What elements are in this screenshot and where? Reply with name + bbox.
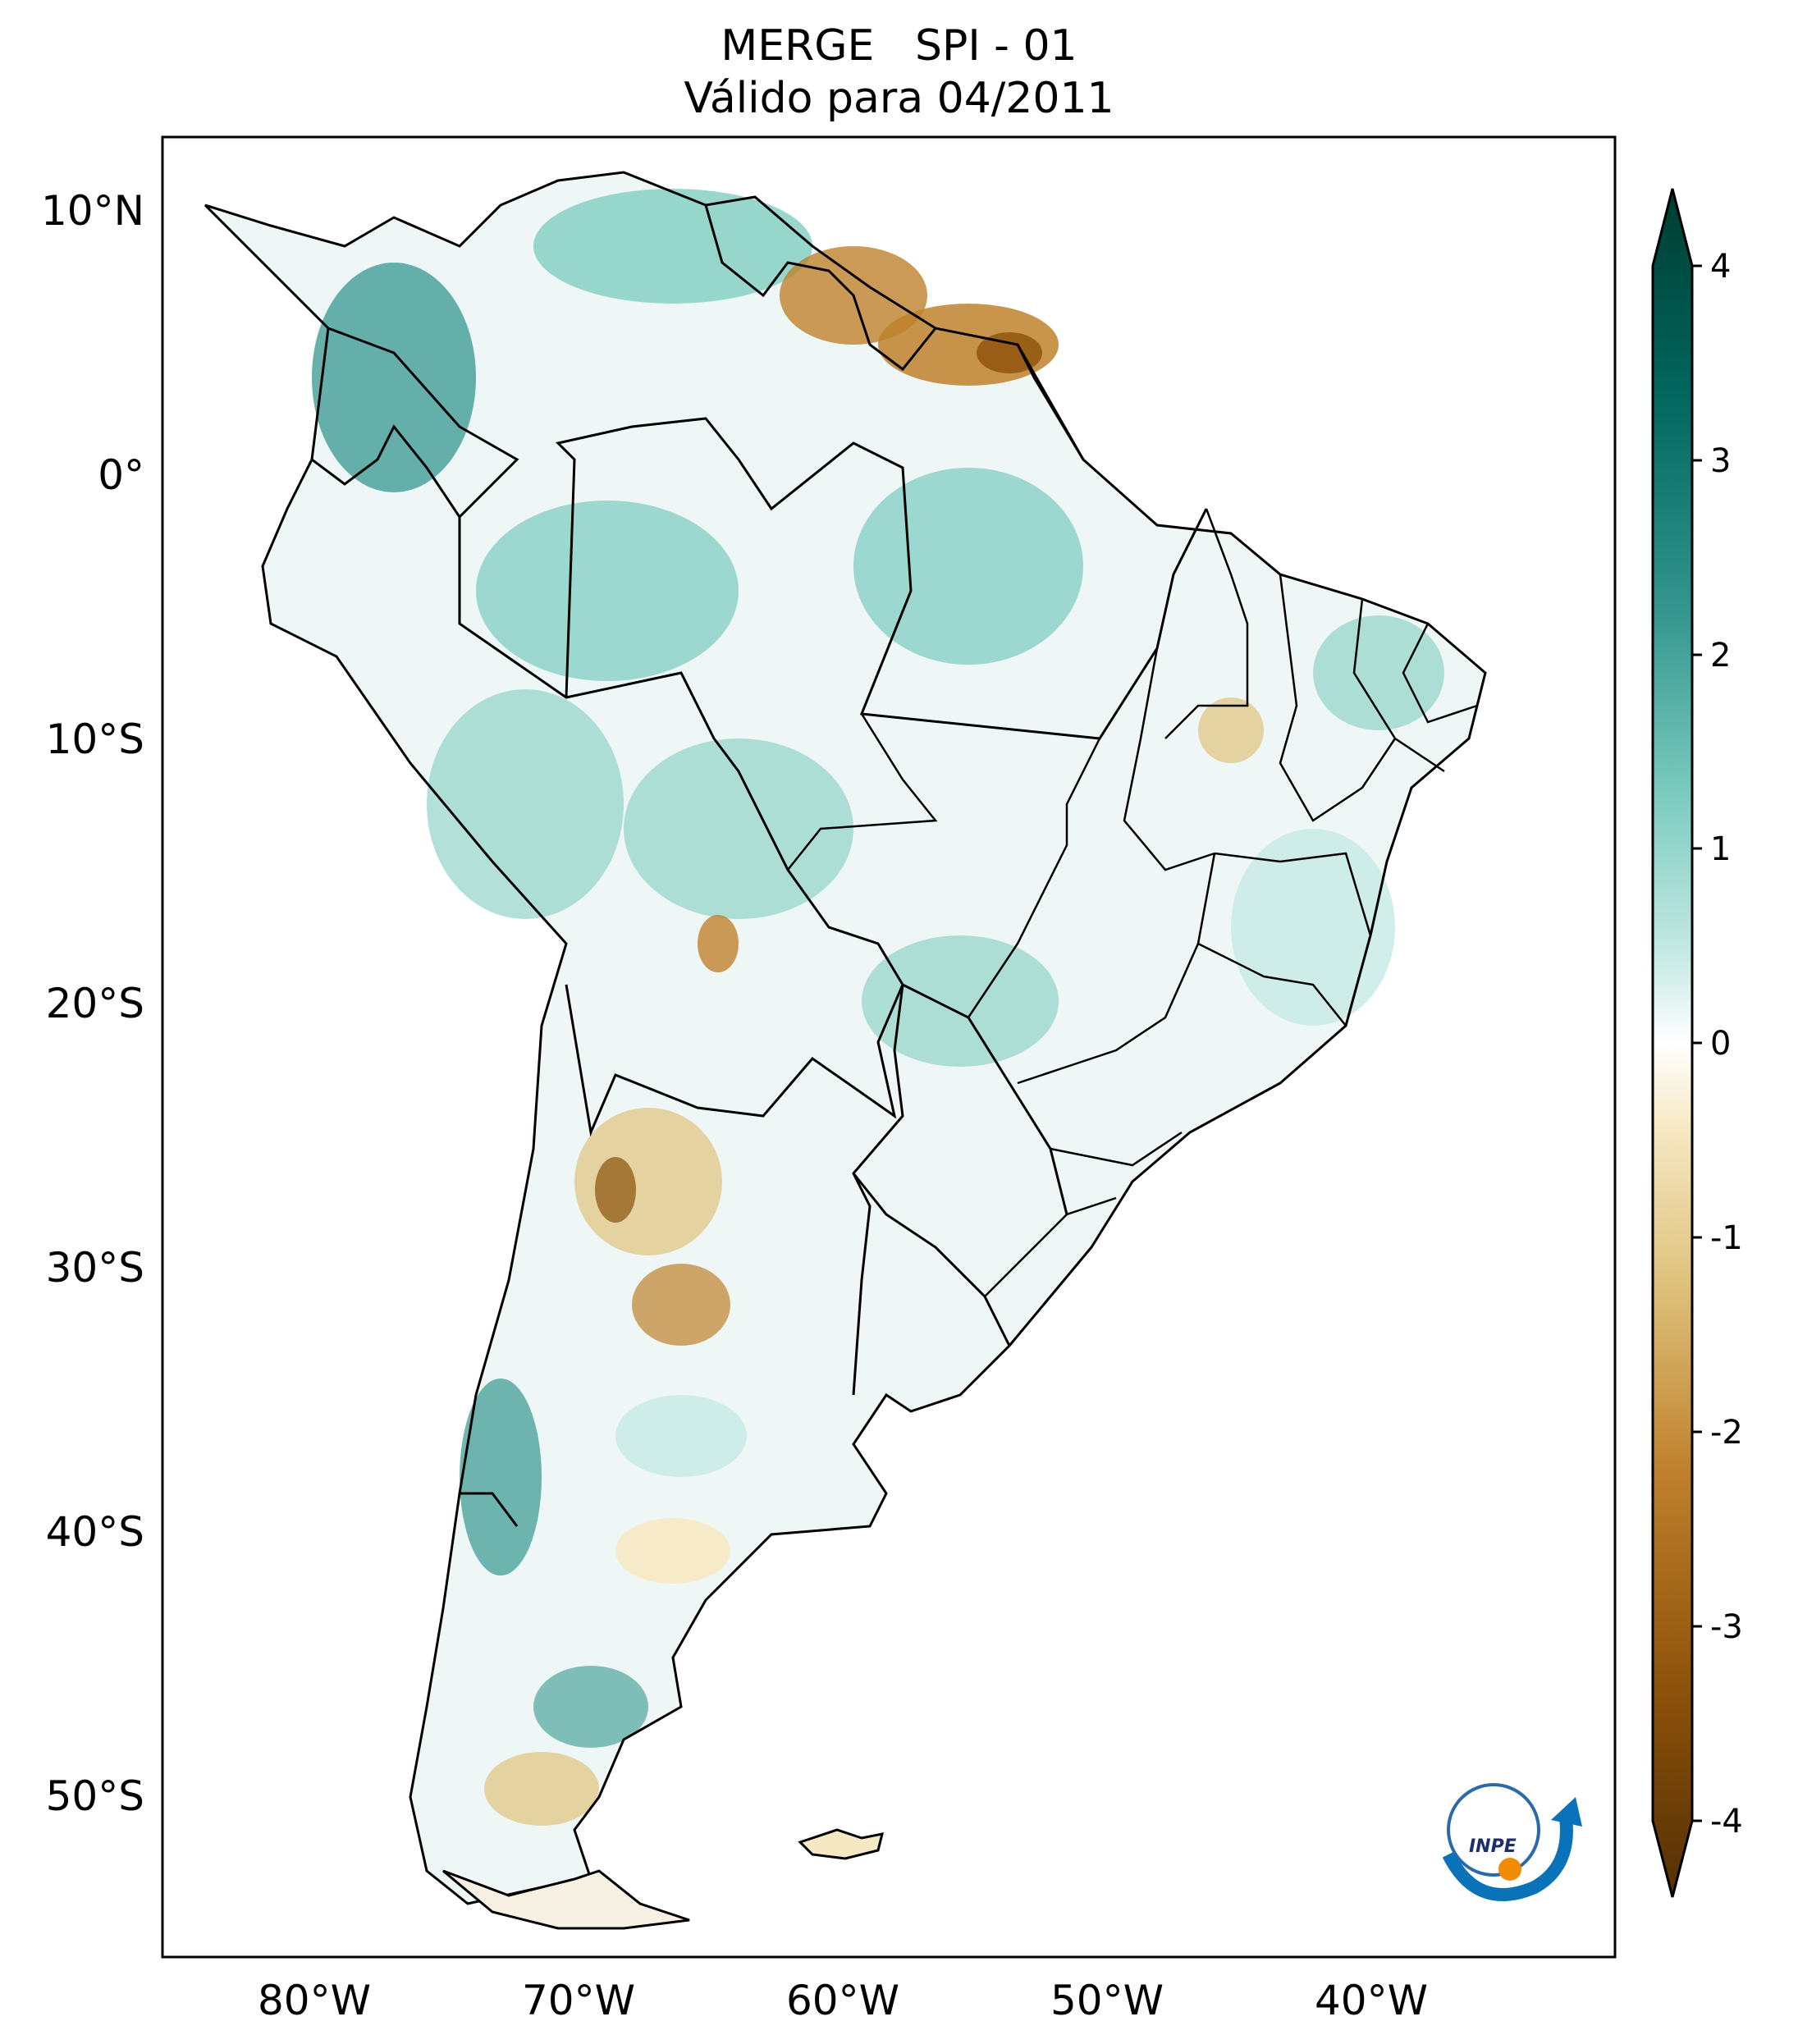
wet-anomaly-patch — [615, 1395, 747, 1477]
wet-anomaly-patch — [533, 189, 812, 304]
dry-anomaly-patch — [632, 1264, 730, 1346]
lat-label: 10°S — [46, 716, 144, 763]
wet-anomaly-patch — [460, 1379, 542, 1575]
colorbar-ticks — [1692, 264, 1702, 1822]
latitude-labels: 10°N 0° 10°S 20°S 30°S 40°S 50°S — [41, 187, 144, 1820]
wet-anomaly-patch — [853, 468, 1083, 665]
longitude-labels: 80°W 70°W 60°W 50°W 40°W — [258, 1977, 1428, 2024]
dry-anomaly-patch — [698, 915, 739, 972]
map-area — [204, 171, 1487, 1930]
dry-anomaly-patch — [1198, 697, 1264, 763]
wet-anomaly-patch — [1313, 615, 1444, 730]
lat-label: 0° — [98, 451, 144, 499]
tierra-del-fuego — [442, 1869, 690, 1930]
colorbar-label: -1 — [1710, 1219, 1743, 1257]
lat-label: 30°S — [46, 1244, 144, 1292]
colorbar-label: -4 — [1710, 1803, 1743, 1841]
wet-anomaly-patch — [312, 263, 476, 492]
wet-anomaly-patch — [476, 501, 739, 681]
lat-label: 50°S — [46, 1772, 144, 1820]
wet-anomaly-patch — [862, 935, 1059, 1067]
continent-outline — [204, 171, 1487, 1905]
country-borders — [311, 204, 1208, 1527]
dry-anomaly-patch — [484, 1752, 599, 1826]
lon-label: 70°W — [522, 1977, 635, 2024]
inpe-logo: INPE — [1442, 1783, 1582, 1901]
colorbar-label: 2 — [1710, 637, 1731, 674]
colorbar-label: 1 — [1710, 830, 1731, 868]
logo-arrowhead-icon — [1551, 1797, 1582, 1827]
lon-label: 60°W — [786, 1977, 899, 2024]
colorbar: 4 3 2 1 0 -1 -2 -3 -4 — [1651, 188, 1743, 1898]
logo-arrow-icon — [1442, 1817, 1573, 1901]
lat-label: 20°S — [46, 980, 144, 1027]
wet-anomaly-patch — [533, 1666, 648, 1748]
map-subtitle: Válido para 04/2011 — [684, 74, 1114, 123]
colorbar-label: 4 — [1710, 248, 1731, 286]
colorbar-body — [1651, 188, 1694, 1898]
colorbar-label: -3 — [1710, 1608, 1743, 1646]
dry-anomaly-patch — [615, 1518, 730, 1584]
logo-ring — [1447, 1783, 1540, 1877]
logo-sun-icon — [1498, 1858, 1521, 1881]
lat-label: 40°S — [46, 1508, 144, 1556]
lon-label: 50°W — [1050, 1977, 1164, 2024]
colorbar-label: -2 — [1710, 1414, 1743, 1452]
dry-anomaly-patch — [595, 1157, 636, 1223]
map-title: MERGE SPI - 01 — [721, 21, 1077, 71]
colorbar-label: 0 — [1710, 1025, 1731, 1063]
falkland-islands — [798, 1828, 885, 1860]
lon-label: 80°W — [258, 1977, 371, 2024]
state-borders — [787, 508, 1478, 1297]
colorbar-label: 3 — [1710, 442, 1731, 480]
logo-text: INPE — [1469, 1836, 1517, 1857]
lat-label: 10°N — [41, 187, 144, 235]
map-frame — [161, 135, 1617, 1959]
wet-anomaly-patch — [427, 689, 624, 919]
lon-label: 40°W — [1315, 1977, 1428, 2024]
wet-anomaly-patch — [624, 738, 853, 919]
colorbar-labels: 4 3 2 1 0 -1 -2 -3 -4 — [1710, 248, 1743, 1841]
